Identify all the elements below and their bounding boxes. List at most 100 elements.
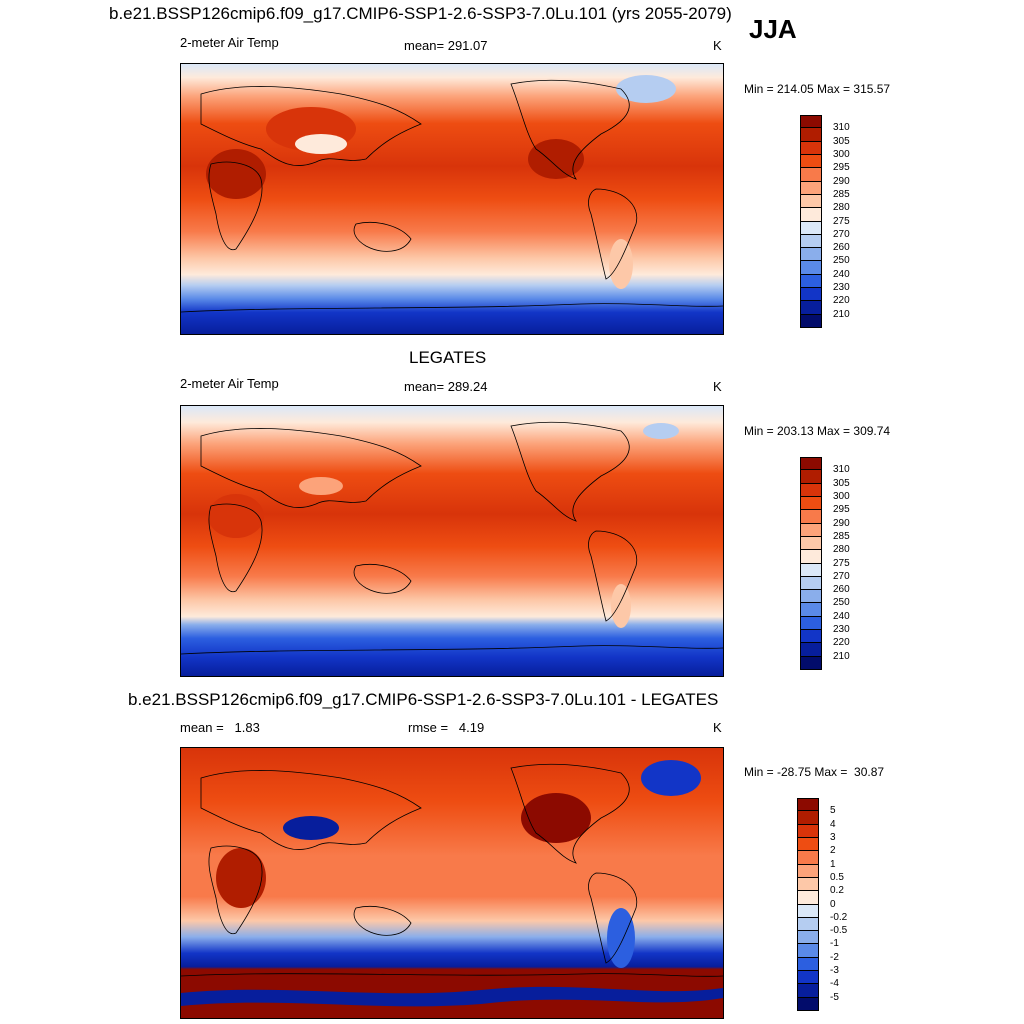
south-america-coastline [588,872,638,964]
season-label: JJA [749,14,797,44]
south-america-coastline [588,188,638,280]
australia-coastline [353,564,412,594]
colorbar-swatch [800,510,822,524]
colorbar-swatch [797,798,819,812]
colorbar-tick-label: 0 [830,898,836,910]
panel-observed-colorbar [800,457,822,670]
tibet-cold-bias [283,816,339,840]
colorbar-tick-label: 240 [833,268,850,280]
panel-difference-units: K [713,720,722,735]
panel-difference-subtitle: b.e21.BSSP126cmip6.f09_g17.CMIP6-SSP1-2.… [128,690,719,709]
panel-model-mean: mean= 291.07 [404,38,488,53]
greenland-cold-region [643,423,679,439]
colorbar-swatch [800,181,822,195]
colorbar-tick-label: 230 [833,624,850,636]
colorbar-tick-label: -0.2 [830,911,848,923]
colorbar-swatch [797,877,819,892]
colorbar-tick-label: 285 [833,530,850,542]
colorbar-swatch [800,141,822,155]
colorbar-tick-label: 1 [830,858,836,870]
colorbar-tick-label: 2 [830,845,836,857]
panel-model-map [180,63,724,335]
andes-cold-bias [607,908,635,968]
colorbar-swatch [800,168,822,182]
colorbar-tick-label: 250 [833,597,850,609]
colorbar-tick-label: 310 [833,122,850,134]
panel-difference-rmse: rmse = 4.19 [408,720,485,735]
colorbar-swatch [800,643,822,657]
colorbar-tick-label: 220 [833,637,850,649]
colorbar-swatch [800,261,822,275]
colorbar-swatch [797,837,819,852]
panel-observed-minmax: Min = 203.13 Max = 309.74 [744,424,891,438]
colorbar-swatch [797,851,819,865]
north-america-warm-bias [521,793,591,843]
panel-model-units: K [713,38,722,53]
greenland-cold-region [616,75,676,103]
panel-difference-colorbar-segments [797,798,819,1011]
colorbar-swatch [797,984,819,998]
colorbar-tick-label: 290 [833,175,850,187]
africa-coastline [208,161,263,251]
colorbar-tick-label: 295 [833,162,850,174]
colorbar-tick-label: 280 [833,202,850,214]
colorbar-tick-label: 210 [833,308,850,320]
colorbar-swatch [797,891,819,905]
colorbar-swatch [800,288,822,302]
panel-difference-map [180,747,724,1019]
colorbar-swatch [797,904,819,918]
north-america-coastline [510,79,630,180]
colorbar-tick-label: 295 [833,504,850,516]
colorbar-swatch [797,944,819,958]
panel-difference-colorbar [797,798,819,1011]
colorbar-swatch [800,248,822,262]
colorbar-swatch [800,221,822,235]
colorbar-tick-label: 210 [833,650,850,662]
colorbar-tick-label: 0.5 [830,871,844,883]
colorbar-tick-label: 0.2 [830,885,844,897]
colorbar-swatch [800,274,822,289]
panel-difference-mean: mean = 1.83 [180,720,260,735]
panel-model-colorbar-segments [800,115,822,328]
colorbar-swatch [797,824,819,838]
panel-observed-variable: 2-meter Air Temp [180,376,279,391]
antarctica-coastline [181,303,723,313]
colorbar-swatch [797,864,819,878]
colorbar-tick-label: 275 [833,557,850,569]
colorbar-swatch [800,314,822,328]
colorbar-swatch [800,603,822,617]
panel-model-colorbar [800,115,822,328]
colorbar-swatch [800,115,822,129]
north-america-coastline [510,421,630,522]
colorbar-tick-label: 260 [833,584,850,596]
north-america-coastline [510,763,630,864]
panel-model-minmax: Min = 214.05 Max = 315.57 [744,82,891,96]
colorbar-swatch [800,496,822,511]
colorbar-tick-label: 3 [830,831,836,843]
panel-model-field [181,64,723,334]
colorbar-swatch [800,576,822,591]
colorbar-tick-label: -5 [830,991,839,1003]
colorbar-tick-label: 230 [833,282,850,294]
figure-title: b.e21.BSSP126cmip6.f09_g17.CMIP6-SSP1-2.… [109,4,732,23]
colorbar-swatch [797,957,819,972]
eurasia-coastline [200,428,422,508]
colorbar-tick-label: 4 [830,818,836,830]
colorbar-tick-label: 5 [830,805,836,817]
colorbar-swatch [800,563,822,577]
colorbar-tick-label: -4 [830,978,839,990]
antarctic-cold-band [181,986,723,1007]
eurasia-coastline [200,86,422,166]
colorbar-tick-label: 250 [833,255,850,267]
africa-warm-bias [216,848,266,908]
warm-region-namerica [528,139,584,179]
antarctica-coastline [181,973,723,977]
colorbar-tick-label: 280 [833,544,850,556]
colorbar-swatch [800,208,822,222]
colorbar-swatch [797,917,819,932]
colorbar-swatch [797,811,819,825]
colorbar-tick-label: 275 [833,215,850,227]
panel-difference-field [181,748,723,1018]
andes-cool-region [609,239,633,289]
eurasia-coastline [200,770,422,850]
